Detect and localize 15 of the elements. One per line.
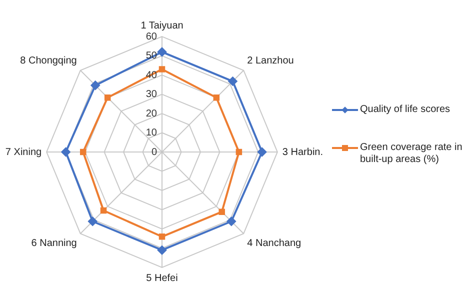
spoke-label: 6 Nanning <box>31 238 77 249</box>
y-tick-label: 60 <box>146 31 158 42</box>
y-tick-label: 30 <box>146 89 158 100</box>
y-tick-label: 0 <box>151 146 158 158</box>
spoke-label: 3 Harbin. <box>282 146 323 158</box>
spoke-label: 4 Nanchang <box>247 238 302 249</box>
spoke-label: 8 Chongqing <box>20 56 77 67</box>
spoke-label: 2 Lanzhou <box>247 56 294 67</box>
spoke-label: 5 Hefei <box>146 273 178 284</box>
legend-label: Quality of life scores <box>360 104 452 116</box>
legend-label: Green coverage rate in built-up areas (%) <box>360 142 464 166</box>
spoke-label: 7 Xining <box>5 146 42 158</box>
y-tick-label: 20 <box>146 108 158 120</box>
y-tick-label: 10 <box>146 128 158 139</box>
spoke-label: 1 Taiyuan <box>140 20 184 32</box>
